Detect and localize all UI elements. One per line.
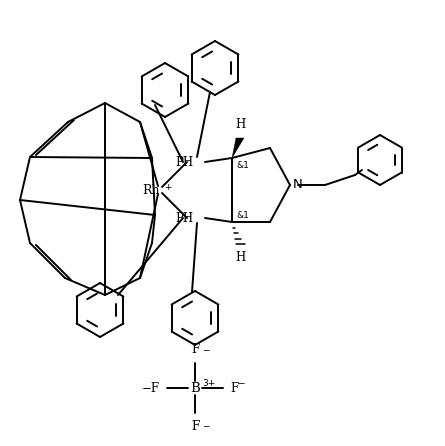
Text: &1: &1 — [236, 161, 249, 170]
Text: −: − — [237, 379, 244, 388]
Text: −F: −F — [142, 381, 160, 395]
Text: Rh: Rh — [142, 183, 160, 197]
Text: 3+: 3+ — [202, 379, 215, 388]
Text: PH: PH — [175, 156, 193, 169]
Text: H: H — [235, 118, 245, 131]
Text: F: F — [230, 381, 238, 395]
Text: −: − — [202, 421, 210, 430]
Text: F: F — [191, 343, 199, 356]
Polygon shape — [232, 138, 244, 158]
Text: −: − — [202, 346, 210, 355]
Text: F: F — [191, 420, 199, 433]
Text: H: H — [235, 251, 245, 264]
Text: PH: PH — [175, 211, 193, 224]
Text: &1: &1 — [236, 211, 249, 220]
Text: N: N — [293, 178, 303, 191]
Text: +: + — [164, 182, 171, 191]
Text: B: B — [190, 381, 200, 395]
